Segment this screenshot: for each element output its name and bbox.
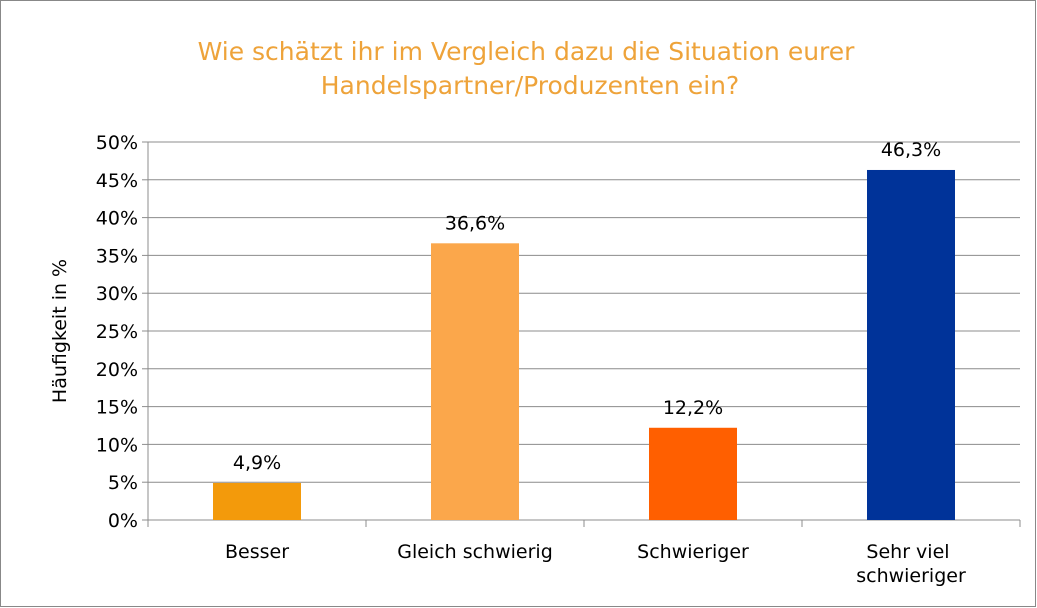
y-tick-label: 45% xyxy=(96,170,138,192)
x-tick-label: Sehr viel schwieriger xyxy=(856,541,966,587)
bar xyxy=(213,482,301,520)
y-tick-label: 35% xyxy=(96,245,138,267)
chart-title: Wie schätzt ihr im Vergleich dazu die Si… xyxy=(198,37,863,100)
y-axis-label: Häufigkeit in % xyxy=(49,259,71,403)
y-tick-label: 50% xyxy=(96,132,138,154)
y-tick-label: 5% xyxy=(108,472,138,494)
bar xyxy=(649,427,737,520)
value-label: 12,2% xyxy=(663,397,723,419)
x-tick-label: Schwieriger xyxy=(637,541,749,563)
value-label: 36,6% xyxy=(445,212,505,234)
x-tick-label: Gleich schwierig xyxy=(397,541,553,563)
x-tick-label: Besser xyxy=(225,541,289,563)
y-tick-label: 15% xyxy=(96,397,138,419)
y-tick-label: 10% xyxy=(96,434,138,456)
y-tick-label: 30% xyxy=(96,283,138,305)
y-tick-label: 0% xyxy=(108,510,138,532)
y-tick-label: 25% xyxy=(96,321,138,343)
value-label: 46,3% xyxy=(881,139,941,161)
bar xyxy=(867,169,955,521)
value-label: 4,9% xyxy=(233,452,281,474)
bar xyxy=(431,243,519,520)
y-tick-label: 40% xyxy=(96,208,138,230)
y-tick-label: 20% xyxy=(96,359,138,381)
